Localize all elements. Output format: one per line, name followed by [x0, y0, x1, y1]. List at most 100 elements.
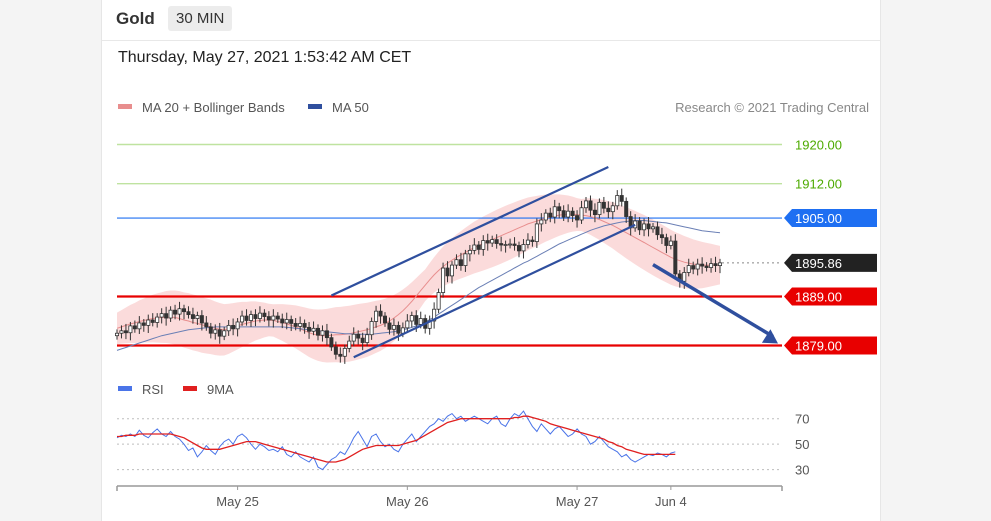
candle-body: [458, 259, 463, 266]
candle-body: [561, 210, 566, 218]
candle-body: [668, 240, 673, 246]
candle-body: [713, 263, 718, 266]
timeframe-button[interactable]: 30 MIN: [168, 6, 233, 31]
candle-body: [494, 239, 499, 244]
candle-body: [651, 226, 656, 230]
candle-body: [231, 324, 236, 330]
rsi-legend-label: RSI: [142, 382, 164, 397]
candle-body: [557, 206, 562, 212]
candle-body: [365, 334, 370, 343]
candle-body: [338, 353, 343, 357]
candle-body: [490, 239, 495, 244]
candle-body: [226, 324, 231, 332]
candle-body: [248, 314, 253, 321]
ma20-legend-swatch: [118, 104, 132, 109]
candle-body: [253, 314, 258, 319]
candle-body: [298, 323, 303, 327]
candle-body: [476, 244, 481, 250]
credit-label: Research © 2021 Trading Central: [675, 100, 869, 115]
candle-body: [445, 267, 450, 277]
instrument-title: Gold: [116, 9, 155, 28]
rsi-tick-label-50: 50: [795, 437, 809, 452]
candle-body: [302, 323, 307, 328]
candle-body: [369, 321, 374, 336]
candle-body: [387, 322, 392, 330]
candle-body: [449, 264, 454, 277]
candle-body: [525, 239, 530, 245]
time-tick-label: May 25: [216, 494, 259, 509]
rsi-ma-legend-swatch: [183, 386, 197, 391]
time-tick-label: May 27: [556, 494, 599, 509]
candle-body: [454, 259, 459, 266]
candle-body: [664, 237, 669, 246]
candle-body: [441, 267, 446, 293]
candle-body: [217, 329, 222, 337]
candle-body: [240, 315, 245, 323]
candle-body: [123, 330, 128, 334]
candle-body: [181, 308, 186, 313]
candle-body: [592, 209, 597, 216]
candle-body: [659, 234, 664, 239]
candle-body: [315, 327, 320, 336]
candle-body: [159, 313, 164, 318]
candle-body: [405, 320, 410, 329]
candle-body: [619, 195, 624, 202]
rsi-plot: 70 50 30: [116, 410, 809, 478]
ma20-legend-label: MA 20 + Bollinger Bands: [142, 100, 285, 115]
ma50-line: [116, 220, 721, 351]
candle-body: [150, 319, 155, 323]
candle-body: [208, 326, 213, 334]
candle-body: [164, 313, 169, 319]
candle-body: [396, 324, 401, 334]
candle-body: [610, 205, 615, 213]
candle-body: [146, 319, 151, 326]
candle-body: [718, 262, 723, 266]
candle-body: [351, 333, 356, 342]
candle-body: [534, 223, 539, 242]
candle-body: [324, 330, 329, 339]
candle-body: [615, 195, 620, 207]
candle-body: [646, 223, 651, 230]
chart-header: Gold 30 MIN: [102, 0, 880, 41]
candle-body: [262, 312, 267, 317]
level-label-1905.00: 1905.00: [795, 211, 842, 226]
candle-body: [695, 263, 700, 270]
candle-body: [624, 200, 629, 217]
candle-body: [204, 322, 209, 328]
candle-body: [213, 329, 218, 334]
candle-body: [177, 308, 182, 315]
candle-body: [686, 265, 691, 273]
candle-body: [485, 240, 490, 244]
candle-body: [499, 243, 504, 246]
candle-body: [333, 346, 338, 355]
candle-body: [293, 323, 298, 327]
candle-body: [311, 327, 316, 332]
candle-body: [566, 210, 571, 218]
rsi-tick-label-70: 70: [795, 412, 809, 427]
candle-body: [132, 325, 137, 330]
level-tag-1905.00: [784, 209, 877, 228]
level-label-1889.00: 1889.00: [795, 289, 842, 304]
candle-body: [409, 315, 414, 322]
candle-body: [222, 330, 227, 337]
channel-lower-line: [353, 223, 636, 359]
candle-body: [552, 206, 557, 218]
rsi-legend-swatch: [118, 386, 132, 391]
rsi-ma-legend-label: 9MA: [207, 382, 234, 397]
candle-body: [284, 319, 289, 324]
candle-body: [360, 337, 365, 343]
candle-body: [199, 315, 204, 324]
candle-body: [244, 315, 249, 321]
candle-body: [673, 240, 678, 275]
candle-body: [704, 265, 709, 268]
candle-body: [115, 332, 120, 337]
candle-body: [190, 314, 195, 319]
candle-body: [682, 272, 687, 282]
ma50-legend-label: MA 50: [332, 100, 369, 115]
ma50-legend-swatch: [308, 104, 322, 109]
candle-body: [141, 322, 146, 326]
candle-body: [119, 330, 124, 334]
candle-body: [548, 212, 553, 218]
rsi-line: [116, 410, 676, 471]
candle-body: [235, 321, 240, 330]
